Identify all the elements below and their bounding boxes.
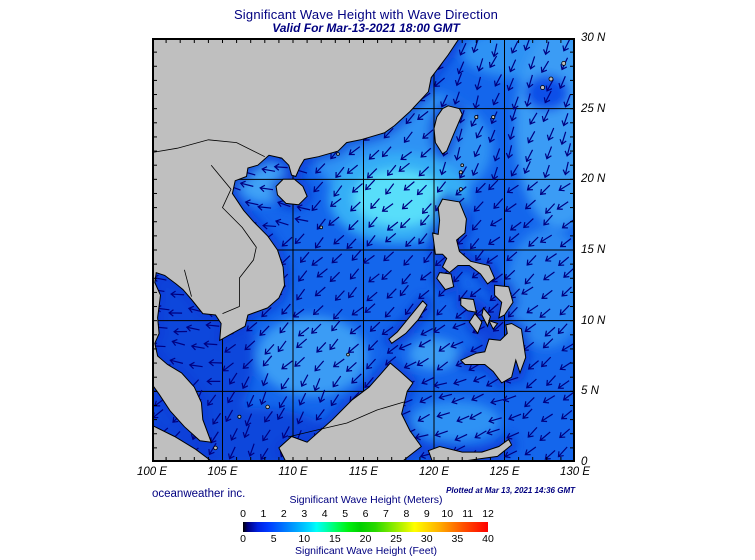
lat-label-20n: 20 N (581, 173, 606, 186)
valid-time-subtitle: Valid For Mar-13-2021 18:00 GMT (272, 21, 460, 35)
wave-direction-map (152, 38, 575, 462)
plotted-timestamp: Plotted at Mar 13, 2021 14:36 GMT (446, 486, 575, 495)
lat-label-10n: 10 N (581, 314, 606, 327)
lon-label-120e: 120 E (418, 466, 450, 478)
map-frame (152, 38, 575, 462)
land-masses (152, 38, 567, 462)
lon-label-125e: 125 E (489, 466, 520, 478)
legend-title-meters: Significant Wave Height (Meters) (289, 494, 443, 506)
page-title: Significant Wave Height with Wave Direct… (233, 7, 499, 22)
lon-label-130e: 130 E (559, 466, 591, 478)
lon-label-115e: 115 E (348, 466, 379, 478)
small-islands (213, 60, 567, 451)
oceanweather-credit: oceanweather inc. (152, 488, 246, 500)
legend-feet-ticks: 0 5 10 15 20 25 30 35 40 (240, 533, 494, 545)
lat-label-0: 0 (581, 456, 588, 468)
lat-label-25n: 25 N (581, 102, 606, 115)
legend-title-feet: Significant Wave Height (Feet) (294, 545, 437, 557)
lon-label-100e: 100 E (136, 466, 168, 478)
lon-label-110e: 110 E (278, 466, 308, 478)
lat-label-30n: 30 N (581, 32, 606, 44)
lat-label-5n: 5 N (581, 385, 599, 398)
lon-label-105e: 105 E (207, 466, 238, 478)
colorbar (243, 522, 488, 532)
lat-label-15n: 15 N (581, 244, 606, 256)
legend-meters-ticks: 0 1 2 3 4 5 6 7 8 9 10 11 12 (240, 508, 494, 520)
